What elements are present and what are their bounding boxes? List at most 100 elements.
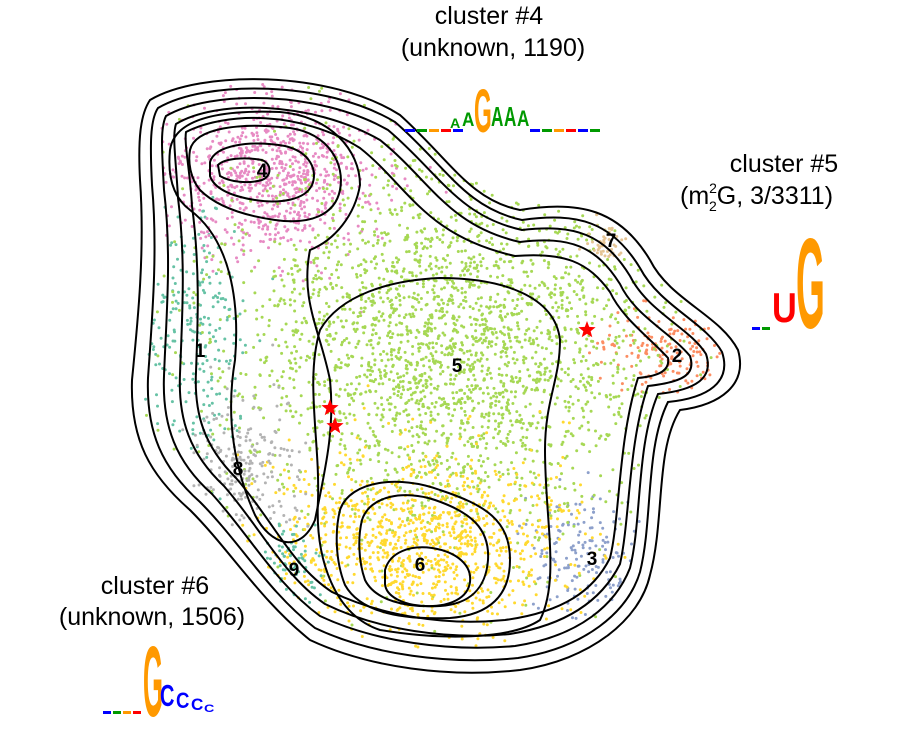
scatter-point [303, 528, 307, 531]
scatter-point [233, 223, 237, 227]
scatter-point [432, 567, 436, 571]
scatter-point [188, 306, 192, 310]
scatter-point [271, 127, 275, 130]
scatter-point [325, 170, 329, 174]
scatter-point [634, 363, 638, 367]
scatter-point [373, 323, 377, 327]
scatter-point [167, 224, 171, 228]
scatter-point [391, 137, 395, 141]
scatter-point [457, 492, 460, 496]
scatter-point [346, 232, 350, 236]
scatter-point [478, 253, 482, 257]
scatter-point [505, 373, 509, 377]
scatter-point [465, 349, 469, 353]
scatter-point [236, 165, 239, 169]
scatter-point [210, 172, 214, 175]
scatter-point [427, 359, 431, 363]
scatter-point [636, 315, 640, 319]
scatter-point [590, 300, 594, 304]
scatter-point [423, 395, 427, 399]
scatter-point [211, 254, 215, 258]
scatter-point [479, 304, 483, 308]
scatter-point [280, 85, 284, 89]
scatter-point [367, 361, 371, 364]
scatter-point [311, 292, 315, 296]
scatter-point [366, 494, 370, 498]
scatter-point [394, 287, 398, 291]
scatter-point [491, 223, 495, 226]
scatter-point [307, 583, 311, 587]
scatter-point [569, 546, 573, 550]
scatter-point [449, 419, 453, 423]
scatter-point [427, 462, 431, 466]
scatter-point [432, 511, 436, 515]
scatter-point [420, 241, 424, 245]
scatter-point [255, 126, 258, 129]
scatter-point [427, 592, 431, 595]
scatter-point [192, 306, 196, 310]
scatter-point [337, 530, 341, 534]
scatter-point [388, 408, 392, 412]
scatter-point [355, 321, 359, 325]
scatter-point [402, 316, 406, 319]
scatter-point [455, 487, 459, 491]
scatter-point [288, 174, 292, 178]
scatter-point [171, 339, 175, 343]
scatter-point [509, 280, 513, 284]
scatter-point [419, 582, 423, 586]
scatter-point [371, 507, 375, 511]
scatter-point [371, 430, 375, 433]
scatter-point [398, 517, 401, 521]
scatter-point [492, 305, 496, 309]
scatter-point [669, 346, 673, 350]
scatter-point [475, 543, 479, 547]
scatter-point [660, 337, 663, 341]
scatter-point [273, 129, 276, 133]
scatter-point [475, 266, 479, 270]
scatter-point [446, 555, 450, 559]
scatter-point [644, 414, 648, 417]
scatter-point [488, 542, 492, 546]
scatter-point [249, 249, 253, 252]
scatter-point [366, 200, 370, 204]
scatter-point [548, 330, 551, 334]
scatter-point [343, 203, 346, 207]
scatter-point [307, 86, 311, 89]
scatter-point [176, 301, 180, 305]
scatter-point [199, 126, 203, 130]
scatter-point [397, 383, 400, 387]
scatter-point [287, 476, 291, 480]
scatter-point [199, 317, 202, 321]
scatter-point [553, 402, 557, 406]
scatter-point [433, 468, 436, 472]
scatter-point [602, 307, 606, 311]
scatter-point [272, 289, 276, 293]
scatter-point [540, 346, 544, 350]
scatter-point [600, 317, 604, 321]
scatter-point [288, 376, 292, 380]
scatter-point [198, 323, 202, 327]
scatter-point [258, 144, 262, 147]
scatter-point [583, 613, 587, 616]
scatter-point [520, 526, 524, 530]
scatter-point [477, 233, 481, 237]
scatter-point [574, 502, 578, 506]
scatter-point [478, 437, 482, 441]
scatter-point [430, 402, 434, 405]
scatter-point [542, 282, 546, 286]
scatter-point [449, 585, 453, 589]
scatter-point [391, 184, 395, 188]
scatter-point [357, 515, 361, 518]
scatter-point [494, 342, 498, 346]
scatter-point [606, 258, 610, 261]
scatter-point [327, 250, 331, 254]
scatter-point [415, 385, 419, 389]
scatter-point [238, 338, 242, 342]
scatter-point [426, 614, 430, 618]
scatter-point [377, 368, 381, 372]
scatter-point [451, 301, 455, 305]
scatter-point [364, 241, 367, 245]
scatter-point [606, 540, 610, 544]
scatter-point [583, 508, 587, 512]
scatter-point [696, 364, 700, 368]
